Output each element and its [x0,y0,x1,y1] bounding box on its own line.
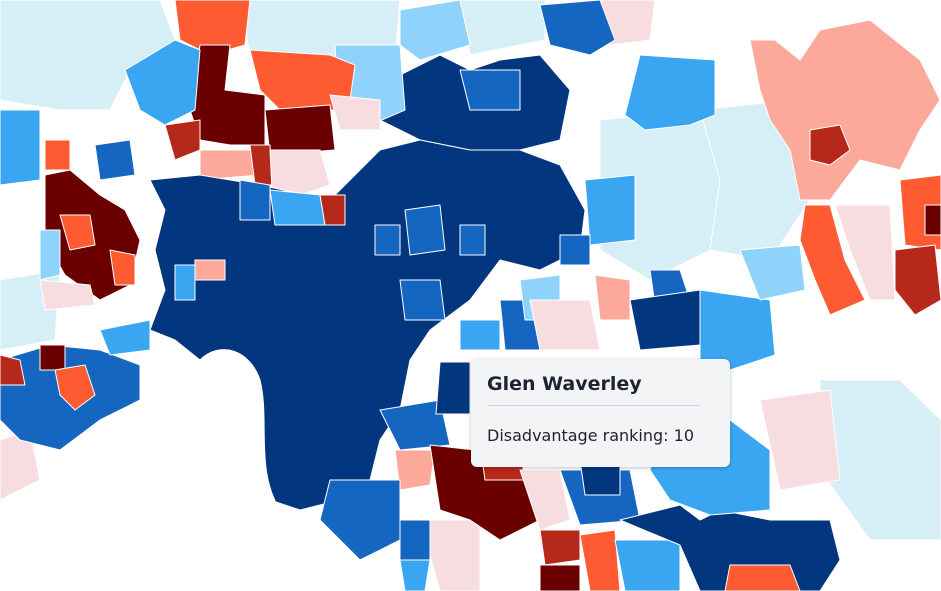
region[interactable] [799,204,866,316]
bay [0,349,351,591]
region[interactable] [39,344,66,371]
region[interactable] [459,0,546,56]
region[interactable] [0,109,41,186]
region[interactable] [264,104,336,156]
region[interactable] [559,234,591,266]
region[interactable] [894,244,941,316]
region[interactable] [194,259,226,281]
region[interactable] [809,124,851,166]
region[interactable] [419,519,481,591]
region[interactable] [624,54,716,131]
region[interactable] [594,274,631,321]
region[interactable] [749,19,941,201]
region[interactable] [834,204,896,301]
region-glen-waverley[interactable] [435,361,471,415]
region[interactable] [269,149,331,196]
region[interactable] [39,279,96,311]
region[interactable] [329,94,381,131]
region[interactable] [724,564,801,591]
tooltip-title: Glen Waverley [487,373,700,406]
region[interactable] [99,319,151,356]
region[interactable] [924,204,941,236]
region[interactable] [584,174,636,246]
region[interactable] [174,264,196,301]
region[interactable] [699,289,776,371]
region[interactable] [529,299,601,351]
region[interactable] [124,39,201,126]
region[interactable] [539,564,581,591]
region[interactable] [249,144,273,186]
region[interactable] [519,469,571,531]
region[interactable] [44,139,71,171]
region[interactable] [399,0,471,61]
region-tooltip: Glen Waverley Disadvantage ranking: 10 [471,359,730,467]
region[interactable] [629,289,701,351]
region[interactable] [164,119,201,161]
tooltip-metric: Disadvantage ranking: 10 [487,426,695,445]
region[interactable] [239,179,271,221]
region[interactable] [269,189,326,226]
region[interactable] [319,479,401,561]
region[interactable] [374,224,401,256]
region[interactable] [0,354,26,386]
region[interactable] [379,399,451,451]
region[interactable] [459,224,486,256]
region[interactable] [54,364,96,411]
region[interactable] [739,244,806,301]
region[interactable] [399,559,431,591]
region[interactable] [59,214,96,251]
region[interactable] [39,229,61,281]
region[interactable] [109,249,136,286]
region[interactable] [759,389,841,491]
region[interactable] [319,194,346,226]
region[interactable] [94,139,136,181]
region[interactable] [394,449,436,491]
region[interactable] [579,529,621,591]
region[interactable] [399,519,431,561]
region[interactable] [539,0,616,56]
region[interactable] [614,539,681,591]
region[interactable] [399,279,446,321]
region[interactable] [539,529,581,566]
region[interactable] [459,69,521,111]
region[interactable] [404,204,446,256]
region[interactable] [459,319,501,351]
region[interactable] [0,0,176,111]
